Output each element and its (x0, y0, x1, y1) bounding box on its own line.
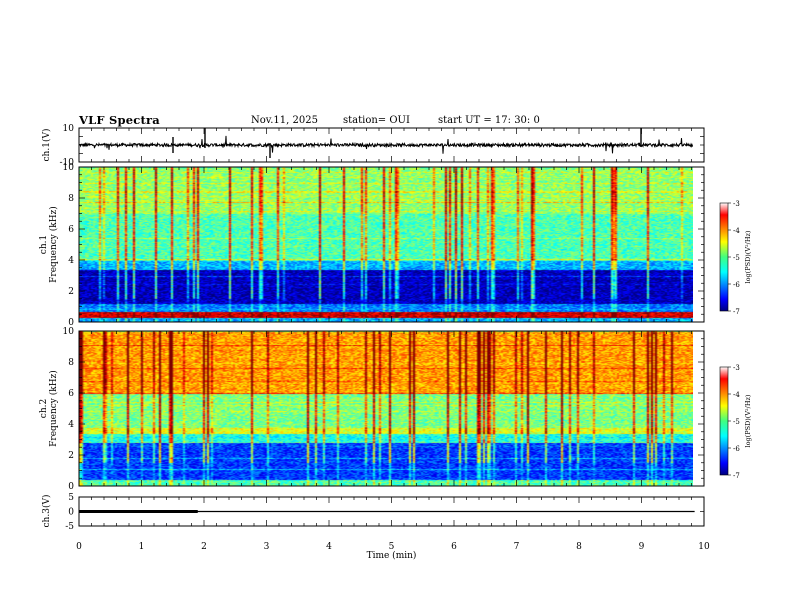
x-tick-label: 4 (326, 542, 332, 552)
ch2-colorbar-tick-label: -6 (733, 445, 740, 453)
ch1-colorbar-tick-label: -6 (733, 281, 740, 289)
ch1-y-tick-label: 10 (63, 124, 75, 134)
ch1-spectrogram-panel (78, 166, 705, 323)
x-tick-label: 8 (576, 542, 582, 552)
ch1-colorbar-tick-label: -5 (733, 254, 740, 262)
ch3-y-tick-label: 5 (68, 493, 74, 503)
date-label: Nov.11, 2025 (251, 115, 318, 126)
ch2-colorbar-tick-label: -4 (733, 391, 740, 399)
ch1-colorbar-title: log(PSD)(V²/Hz) (744, 230, 752, 283)
ch1-y-tick-label: -10 (60, 158, 75, 168)
ch2-spec-y-tick-label: 4 (68, 420, 74, 430)
axis-ticks (78, 127, 731, 527)
ch1-spec-y-tick-label: 2 (68, 287, 74, 297)
start-time-label: start UT = 17: 30: 0 (438, 115, 540, 126)
x-tick-label: 2 (201, 542, 207, 552)
ch2-colorbar-title: log(PSD)(V²/Hz) (744, 394, 752, 447)
ch2-colorbar (719, 366, 729, 476)
ch2-colorbar-tick-label: -5 (733, 418, 740, 426)
ch1-y-axis-title: ch.1(V) (41, 129, 52, 162)
ch1-spec-y-tick-label: 0 (68, 318, 74, 328)
ch3-y-axis-title: ch.3(V) (41, 495, 52, 528)
ch1-spec-y-tick-label: 8 (68, 194, 74, 204)
ch2-colorbar-tick-label: -3 (733, 364, 740, 372)
ch2-colorbar-tick-label: -7 (733, 472, 740, 480)
ch1-colorbar-tick-label: -3 (733, 200, 740, 208)
ch1-colorbar (719, 202, 729, 312)
x-tick-label: 1 (139, 542, 145, 552)
ch2-spectrogram-image (79, 331, 693, 486)
x-tick-label: 6 (451, 542, 457, 552)
x-tick-label: 7 (514, 542, 520, 552)
ch2-spec-y-tick-label: 6 (68, 389, 74, 399)
ch1-colorbar-tick-label: -7 (733, 308, 740, 316)
ch1-spec-y-axis-channel: ch.1 (39, 235, 49, 254)
ch1-spectrogram-image (79, 167, 693, 322)
x-axis-title: Time (min) (367, 550, 417, 561)
ch1-spec-y-tick-label: 4 (68, 256, 74, 266)
ch1-waveform-line (78, 135, 693, 154)
x-tick-label: 10 (698, 542, 710, 552)
ch3-y-tick-label: -5 (65, 522, 74, 532)
ch2-spec-y-axis-channel: ch.2 (39, 399, 49, 418)
ch2-spec-y-tick-label: 2 (68, 451, 74, 461)
ch2-spec-y-tick-label: 0 (68, 482, 74, 492)
ch1-spec-y-tick-label: 10 (63, 163, 75, 173)
ch1-colorbar-tick-label: -4 (733, 227, 740, 235)
ch3-y-tick-label: 0 (68, 508, 74, 518)
ch1-spec-y-tick-label: 6 (68, 225, 74, 235)
ch2-spectrogram-panel (78, 330, 705, 487)
x-tick-label: 0 (76, 542, 82, 552)
ch1-spec-y-axis-title: Frequency (kHz) (48, 206, 59, 283)
station-label: station= OUI (343, 115, 410, 126)
figure-title: VLF Spectra (79, 113, 160, 127)
x-tick-label: 9 (639, 542, 645, 552)
ch2-spec-y-tick-label: 8 (68, 358, 74, 368)
ch2-spec-y-axis-title: Frequency (kHz) (48, 370, 59, 447)
ch2-spec-y-tick-label: 10 (63, 327, 75, 337)
x-tick-label: 3 (264, 542, 270, 552)
x-tick-label: 5 (389, 542, 395, 552)
